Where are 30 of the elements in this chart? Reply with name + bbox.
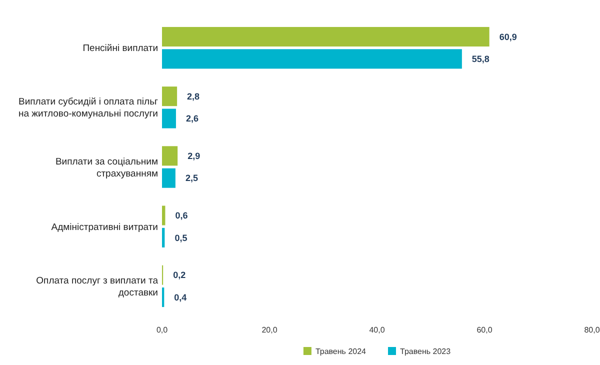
bar (162, 206, 166, 226)
bar (162, 108, 176, 128)
data-label: 0,2 (173, 270, 186, 280)
data-label: 0,6 (175, 210, 188, 221)
bar (162, 146, 178, 166)
data-label: 2,8 (187, 91, 200, 102)
data-label: 0,5 (174, 232, 188, 243)
bar (162, 26, 490, 46)
bar (162, 49, 462, 69)
x-tick-label: 0,0 (156, 326, 168, 335)
x-tick-label: 60,0 (476, 326, 493, 335)
y-tick-label: Виплати субсидій і оплата пільг на житлово-комунальні послуги (18, 96, 159, 120)
bar (162, 86, 178, 106)
bar (162, 168, 176, 188)
bar (162, 228, 165, 248)
legend-label: Травень 2023 (400, 346, 452, 356)
x-tick-label: 80,0 (584, 326, 600, 335)
y-tick-label: Виплати за соціальним страхуванням (55, 156, 158, 180)
x-tick-label: 20,0 (262, 326, 278, 335)
data-label: 60,9 (499, 32, 517, 42)
data-label: 2,5 (185, 173, 198, 184)
x-tick-label: 40,0 (369, 326, 386, 335)
data-label: 2,6 (186, 114, 198, 124)
data-label: 0,4 (174, 292, 187, 302)
y-tick-label: Пенсійні виплати (82, 43, 158, 54)
y-tick-label: Адміністративні витрати (51, 222, 158, 233)
data-label: 55,8 (472, 54, 490, 64)
y-tick-label: Оплата послуг з виплати та доставки (36, 275, 159, 298)
legend-label: Травень 2024 (315, 346, 367, 356)
data-label: 2,9 (188, 151, 200, 162)
